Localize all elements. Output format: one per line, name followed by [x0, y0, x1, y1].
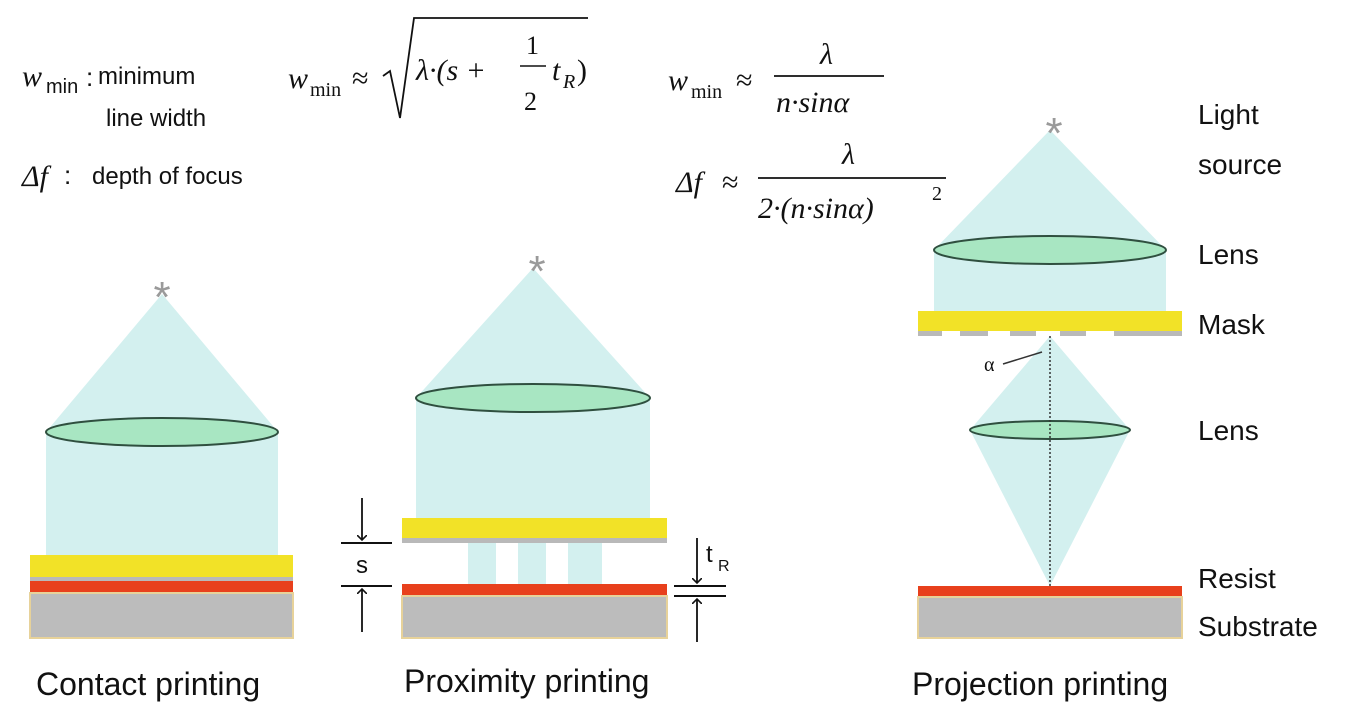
resist-thickness-label: t: [706, 541, 713, 568]
mask-pattern: [1114, 331, 1182, 336]
depth-of-focus-description: depth of focus: [92, 163, 243, 190]
mask-pattern: [1060, 331, 1086, 336]
mask: [402, 518, 667, 538]
light-source-star-icon: *: [528, 247, 545, 296]
gap-label: s: [356, 552, 368, 579]
resist-layer: [918, 586, 1182, 597]
fraction-numerator: λ: [841, 138, 855, 171]
fraction-numerator: 1: [526, 31, 539, 60]
resist-label: Resist: [1198, 563, 1276, 594]
light-source-star-icon: *: [153, 273, 170, 322]
light-beam-through-opening: [518, 540, 546, 584]
component-labels: Light source Lens Mask Lens Resist Subst…: [1198, 99, 1318, 642]
substrate: [917, 596, 1183, 639]
lens: [415, 383, 651, 413]
square-root-sign: [382, 17, 588, 119]
radicand-start: λ·(s +: [415, 54, 486, 87]
exponent: 2: [932, 183, 942, 205]
proximity-printing-diagram: * s t R Proximity printing: [341, 247, 730, 699]
approx-sign: ≈: [352, 62, 368, 95]
projection-printing-diagram: α * Projection printing: [912, 109, 1183, 702]
lens: [45, 417, 279, 447]
resist-thickness-symbol: t: [552, 54, 561, 87]
upper-lens: [933, 235, 1167, 265]
fraction-denominator: 2: [524, 87, 537, 116]
angle-alpha-label: α: [984, 354, 995, 376]
mask-pattern: [960, 331, 988, 336]
wmin-colon: :: [86, 62, 93, 92]
formula-projection-width: w min ≈ λ n·sinα: [668, 38, 884, 119]
resist-thickness-subscript: R: [562, 71, 575, 93]
fraction-numerator: λ: [819, 38, 833, 71]
resist-thickness-subscript: R: [718, 558, 730, 575]
substrate: [29, 592, 294, 639]
substrate: [401, 595, 668, 639]
resist-layer: [30, 581, 293, 593]
formula-lhs-subscript: min: [691, 81, 722, 103]
mask: [918, 311, 1182, 331]
legend: w min : minimum line width Δf : depth of…: [21, 60, 243, 193]
formula-lhs: w: [288, 62, 308, 95]
depth-of-focus-symbol: Δf: [21, 160, 52, 193]
light-source-label-line1: Light: [1198, 99, 1259, 130]
substrate-label: Substrate: [1198, 611, 1318, 642]
formula-lhs-subscript: min: [310, 79, 341, 101]
light-source-label-line2: source: [1198, 149, 1282, 180]
light-beam-through-opening: [468, 540, 496, 584]
proximity-printing-label: Proximity printing: [404, 663, 649, 699]
mask-pattern: [30, 577, 293, 582]
formula-proximity-width: w min ≈ λ·(s + 1 2 t R ): [288, 17, 588, 119]
mask-pattern: [402, 538, 667, 543]
angle-pointer: [1002, 351, 1043, 365]
resist-layer: [402, 584, 667, 596]
fraction-denominator: 2·(n·sinα): [758, 192, 874, 225]
light-beam-through-opening: [568, 540, 602, 584]
approx-sign: ≈: [722, 166, 738, 199]
mask-pattern: [1010, 331, 1036, 336]
wmin-description-line1: minimum: [98, 63, 195, 90]
depth-of-focus-colon: :: [64, 160, 71, 190]
light-source-star-icon: *: [1045, 109, 1062, 158]
wmin-description-line2: line width: [106, 105, 206, 132]
formula-lhs: w: [668, 64, 688, 97]
mask: [30, 555, 293, 577]
closing-paren: ): [577, 54, 587, 87]
mask-label: Mask: [1198, 309, 1266, 340]
wmin-symbol: w: [22, 60, 42, 93]
projection-printing-label: Projection printing: [912, 666, 1168, 702]
wmin-subscript: min: [46, 76, 78, 98]
mask-pattern: [918, 331, 942, 336]
fraction-denominator: n·sinα: [776, 86, 851, 119]
contact-printing-diagram: * Contact printing: [29, 273, 294, 702]
upper-lens-label: Lens: [1198, 239, 1259, 270]
formula-projection-focus: Δf ≈ λ 2·(n·sinα) 2: [675, 138, 946, 225]
formula-lhs: Δf: [675, 166, 706, 199]
light-cone: [934, 130, 1166, 312]
contact-printing-label: Contact printing: [36, 666, 260, 702]
lower-lens-label: Lens: [1198, 415, 1259, 446]
approx-sign: ≈: [736, 64, 752, 97]
